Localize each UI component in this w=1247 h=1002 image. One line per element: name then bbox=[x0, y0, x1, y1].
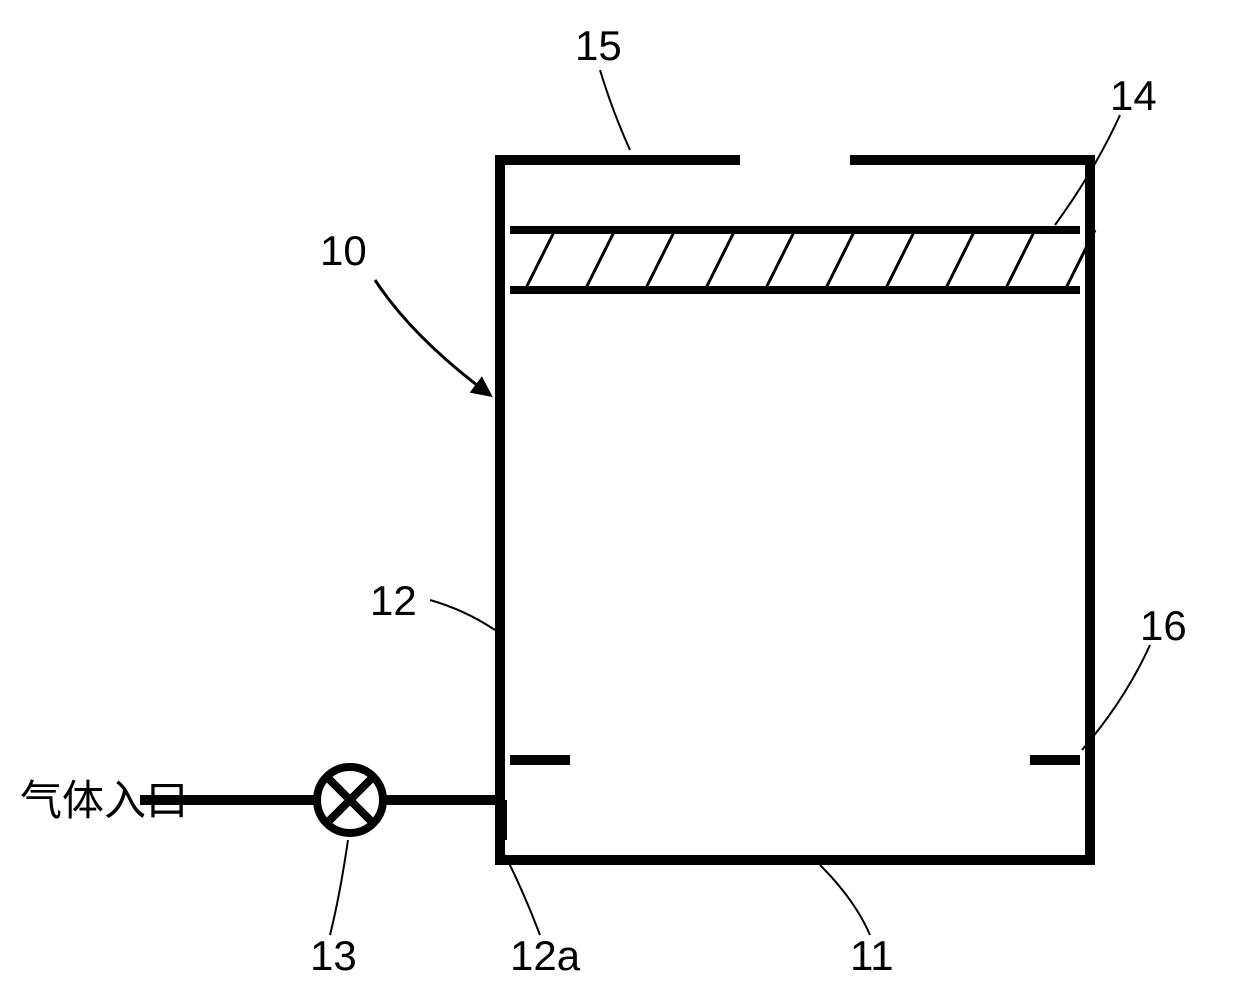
leader-l13 bbox=[330, 840, 348, 935]
chamber-box bbox=[495, 160, 1095, 860]
hatched-band bbox=[510, 230, 1095, 290]
leader-lines bbox=[330, 70, 1150, 935]
leader-l12 bbox=[430, 600, 495, 630]
leader-l15 bbox=[600, 70, 630, 150]
leader-l11 bbox=[820, 865, 870, 935]
label-ref_15: 15 bbox=[575, 22, 622, 69]
label-ref_16: 16 bbox=[1140, 602, 1187, 649]
label-ref_12a: 12a bbox=[510, 932, 581, 979]
valve-icon bbox=[317, 767, 383, 833]
leader-l12a bbox=[505, 855, 540, 935]
label-ref_10: 10 bbox=[320, 227, 367, 274]
hatch-lines bbox=[525, 230, 1095, 290]
label-ref_11: 11 bbox=[850, 932, 894, 979]
label-ref_14: 14 bbox=[1110, 72, 1157, 119]
label-ref_12: 12 bbox=[370, 577, 417, 624]
label-gas_inlet: 气体入口 bbox=[20, 777, 188, 824]
arrow-10 bbox=[375, 280, 490, 395]
label-ref_13: 13 bbox=[310, 932, 357, 979]
